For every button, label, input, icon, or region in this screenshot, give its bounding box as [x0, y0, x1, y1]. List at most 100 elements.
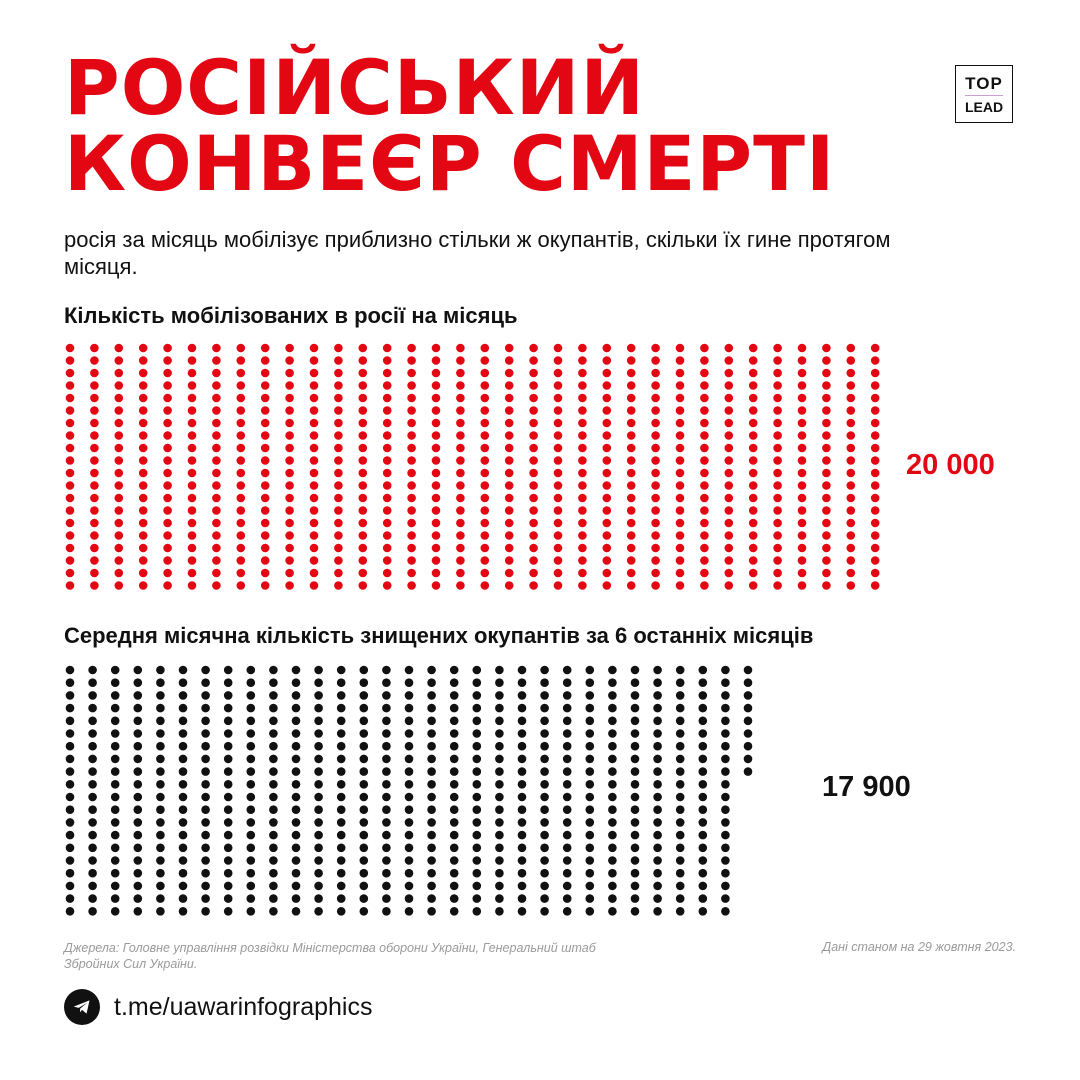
- dot-mark: [138, 368, 148, 378]
- dot-mark: [626, 356, 636, 365]
- dot-mark: [260, 456, 270, 465]
- dot-mark: [246, 678, 256, 687]
- dot-mark: [427, 907, 436, 916]
- dot-mark: [201, 691, 210, 700]
- dot-mark: [456, 481, 465, 490]
- dot-mark: [88, 881, 97, 891]
- dot-mark: [223, 703, 233, 713]
- dot-mark: [404, 805, 414, 814]
- dot-mark: [540, 856, 549, 865]
- dot-mark: [822, 368, 831, 378]
- dot-mark: [846, 456, 856, 465]
- dot-mark: [138, 518, 148, 528]
- dot-mark: [90, 468, 99, 478]
- dot-mark: [407, 431, 416, 440]
- dot-mark: [285, 406, 294, 415]
- footer-link[interactable]: t.me/uawarinfographics: [64, 989, 372, 1025]
- dot-mark: [156, 856, 165, 865]
- dot-mark: [110, 856, 120, 865]
- dot-mark: [309, 481, 319, 490]
- dot-mark: [540, 830, 549, 840]
- dot-mark: [336, 691, 346, 700]
- dot-mark: [382, 468, 392, 478]
- dot-mark: [608, 907, 617, 916]
- dot-mark: [431, 343, 441, 353]
- dot-mark: [90, 493, 99, 503]
- dot-mark: [653, 678, 662, 687]
- telegram-link-text[interactable]: t.me/uawarinfographics: [114, 992, 373, 1021]
- dot-mark: [431, 518, 441, 528]
- dot-mark: [700, 381, 709, 390]
- dot-mark: [246, 792, 256, 802]
- dot-mark: [675, 568, 685, 578]
- dot-mark: [721, 792, 730, 802]
- dot-mark: [382, 703, 391, 713]
- dot-mark: [431, 481, 441, 490]
- dot-mark: [846, 581, 856, 590]
- dot-mark: [553, 418, 563, 428]
- dot-mark: [608, 716, 617, 726]
- dot-mark: [540, 729, 549, 738]
- dot-mark: [407, 393, 416, 403]
- dot-mark: [675, 907, 685, 916]
- dot-mark: [156, 729, 165, 738]
- dot-mark: [178, 805, 188, 814]
- dot-mark: [358, 581, 368, 590]
- dot-mark: [495, 703, 504, 713]
- dot-mark: [698, 868, 708, 878]
- dot-mark: [382, 792, 391, 802]
- dot-mark: [748, 506, 758, 515]
- dot-mark: [133, 741, 143, 751]
- sources-note: Джерела: Головне управління розвідки Мін…: [64, 941, 596, 971]
- dot-mark: [797, 393, 807, 403]
- dot-mark: [246, 716, 256, 726]
- dot-mark: [602, 381, 612, 390]
- dot-mark: [156, 678, 165, 687]
- dot-mark: [269, 716, 278, 726]
- dot-mark: [653, 767, 662, 776]
- telegram-icon: [64, 989, 100, 1025]
- dot-mark: [291, 716, 301, 726]
- dot-mark: [133, 907, 143, 916]
- dot-mark: [260, 393, 270, 403]
- dot-mark: [698, 818, 708, 827]
- dot-mark: [675, 703, 685, 713]
- dot-mark: [773, 431, 782, 440]
- dot-mark: [156, 843, 165, 853]
- dot-mark: [700, 418, 709, 428]
- dot-mark: [540, 881, 549, 891]
- dot-mark: [846, 418, 856, 428]
- dot-mark: [291, 729, 301, 738]
- dot-mark: [449, 894, 459, 903]
- dot-mark: [223, 894, 233, 903]
- dot-mark: [608, 868, 617, 878]
- dot-mark: [285, 368, 294, 378]
- dot-mark: [529, 531, 538, 540]
- dot-mark: [334, 518, 343, 528]
- dot-mark: [314, 843, 323, 853]
- dot-mark: [138, 481, 148, 490]
- dot-mark: [540, 767, 549, 776]
- dot-mark: [698, 907, 708, 916]
- dot-mark: [602, 431, 612, 440]
- dot-mark: [90, 418, 99, 428]
- dot-mark: [517, 716, 527, 726]
- dot-mark: [309, 356, 319, 365]
- dot-mark: [495, 868, 504, 878]
- dot-mark: [870, 418, 880, 428]
- dot-mark: [449, 818, 459, 827]
- dot-mark: [773, 506, 782, 515]
- dot-mark: [651, 493, 660, 503]
- dot-mark: [178, 792, 188, 802]
- dot-mark: [138, 506, 148, 515]
- dot-mark: [724, 518, 734, 528]
- dot-mark: [602, 468, 612, 478]
- dot-mark: [870, 356, 880, 365]
- dot-mark: [334, 393, 343, 403]
- dot-mark: [630, 818, 640, 827]
- dot-mark: [480, 418, 490, 428]
- dot-mark: [291, 868, 301, 878]
- dot-mark: [260, 493, 270, 503]
- dot-mark: [309, 406, 319, 415]
- dot-mark: [562, 907, 572, 916]
